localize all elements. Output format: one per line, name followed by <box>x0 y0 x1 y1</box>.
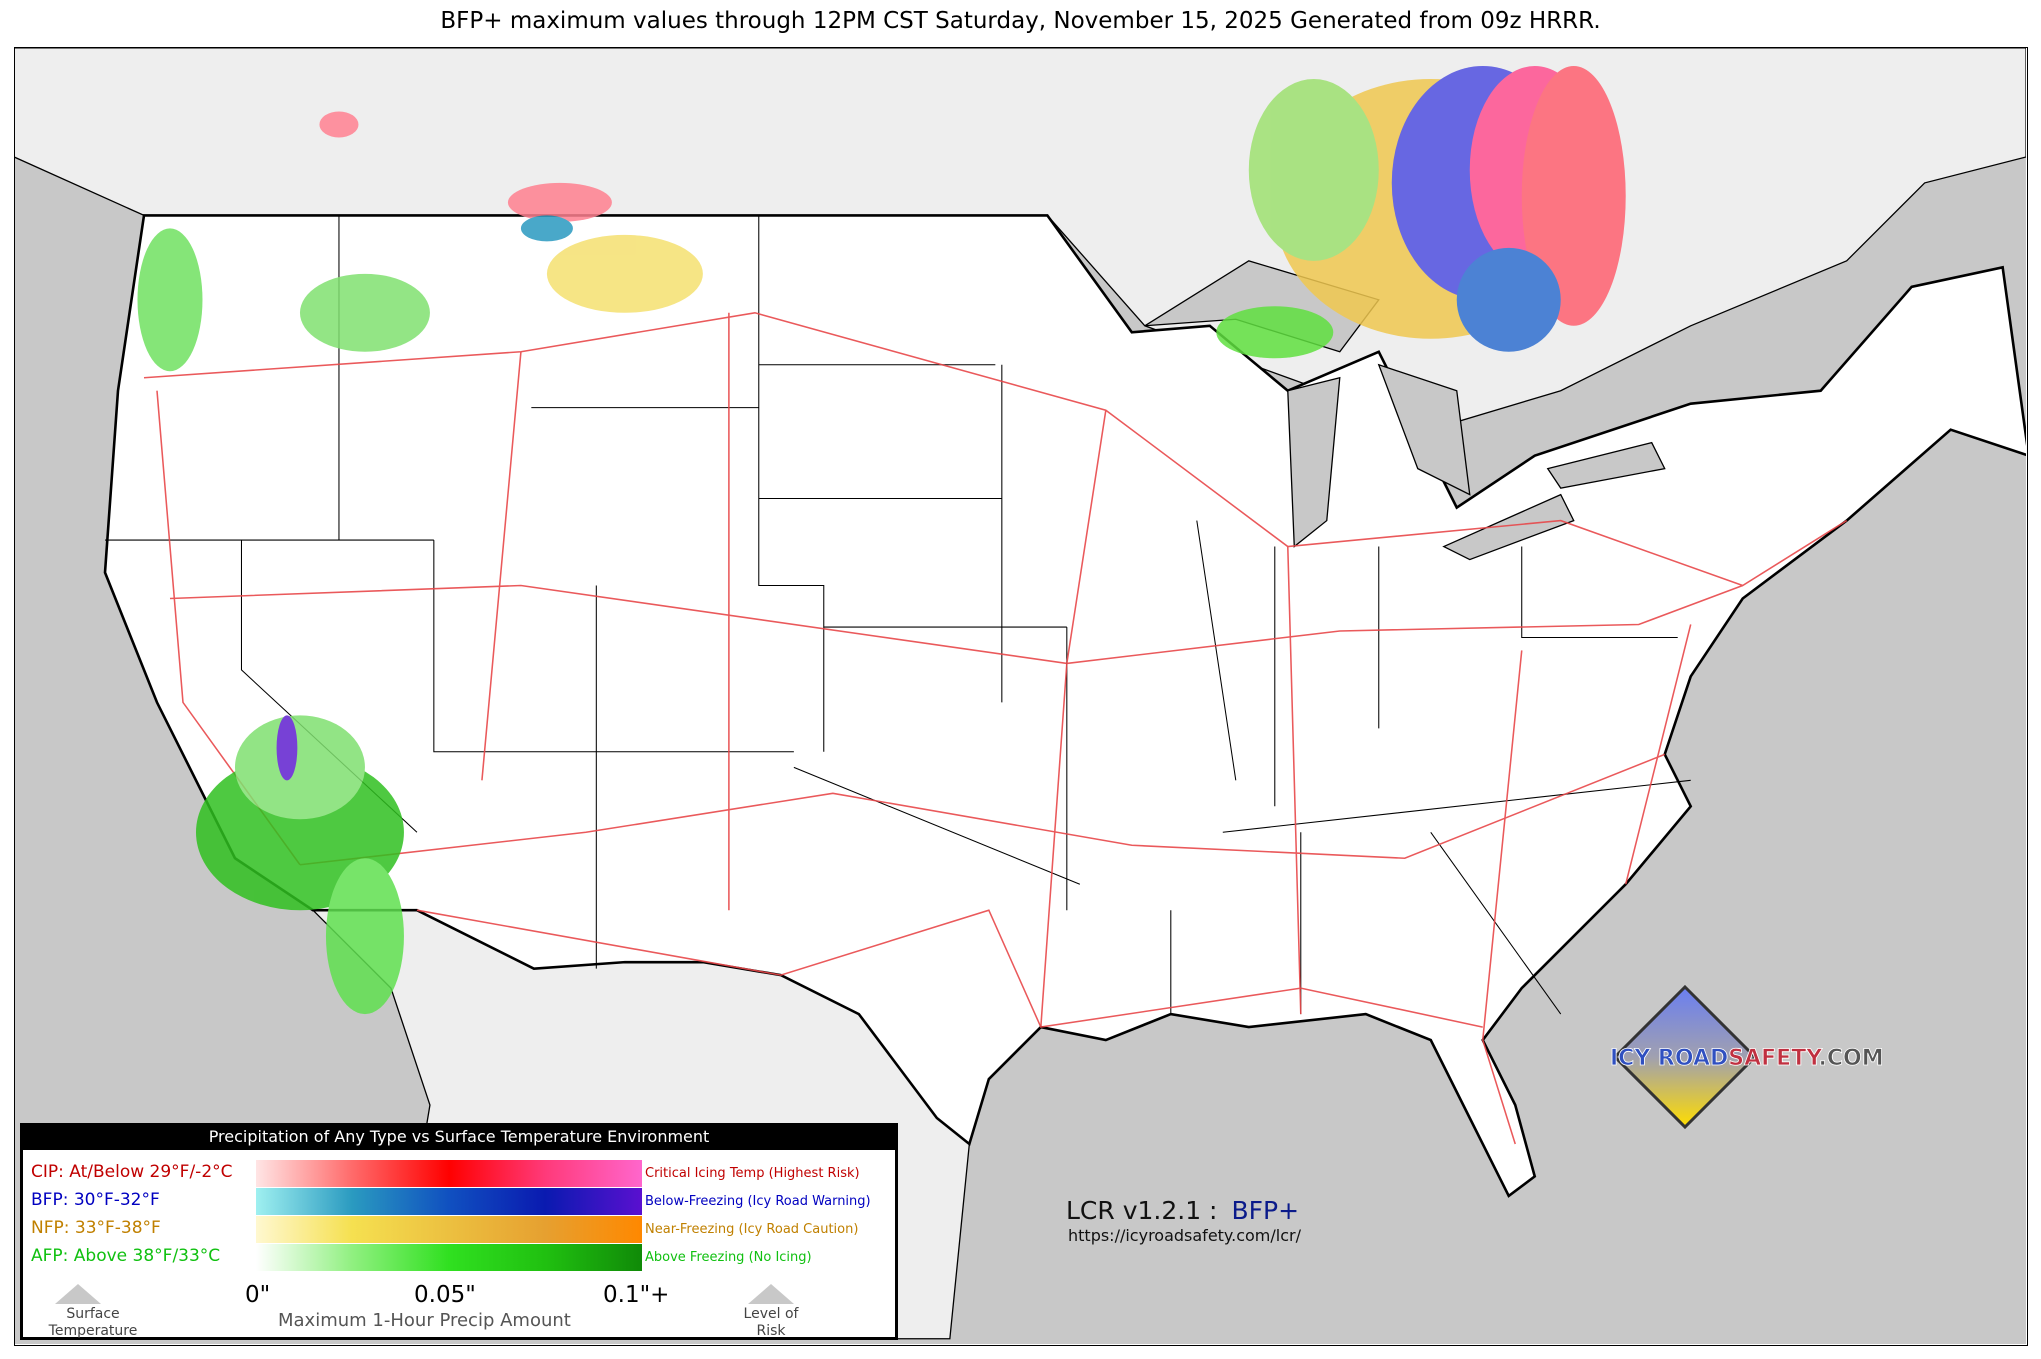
legend: Precipitation of Any Type vs Surface Tem… <box>20 1123 898 1340</box>
map-title: BFP+ maximum values through 12PM CST Sat… <box>440 8 1601 34</box>
product-url: https://icyroadsafety.com/lcr/ <box>1068 1226 1301 1245</box>
version-text: LCR v1.2.1 : <box>1066 1196 1218 1225</box>
tick-label: 0" <box>245 1282 271 1308</box>
legend-label: BFP: 30°F-32°F <box>31 1190 160 1210</box>
legend-bar-afp <box>256 1244 642 1271</box>
legend-xlabel: Maximum 1-Hour Precip Amount <box>278 1310 571 1331</box>
legend-desc: Below-Freezing (Icy Road Warning) <box>645 1194 871 1209</box>
legend-row-nfp: NFP: 33°F-38°F Near-Freezing (Icy Road C… <box>23 1216 895 1244</box>
legend-label: NFP: 33°F-38°F <box>31 1218 161 1238</box>
legend-row-cip: CIP: At/Below 29°F/-2°C Critical Icing T… <box>23 1160 895 1188</box>
legend-desc: Near-Freezing (Icy Road Caution) <box>645 1222 859 1237</box>
legend-header: Precipitation of Any Type vs Surface Tem… <box>23 1126 895 1150</box>
legend-desc: Above Freezing (No Icing) <box>645 1250 812 1265</box>
state-borders <box>105 215 1691 1015</box>
legend-label: CIP: At/Below 29°F/-2°C <box>31 1162 233 1182</box>
legend-label: AFP: Above 38°F/33°C <box>31 1246 221 1266</box>
product-name: BFP+ <box>1231 1196 1300 1225</box>
legend-row-afp: AFP: Above 38°F/33°C Above Freezing (No … <box>23 1244 895 1272</box>
precipitation-areas <box>137 66 1626 1015</box>
legend-bar-cip <box>256 1160 642 1187</box>
logo-text: ICY ROADSAFETY.COM <box>1610 1046 1884 1071</box>
tick-label: 0.1"+ <box>603 1282 670 1308</box>
legend-bar-bfp <box>256 1188 642 1215</box>
legend-row-bfp: BFP: 30°F-32°F Below-Freezing (Icy Road … <box>23 1188 895 1216</box>
icy-road-safety-logo: ICY ROADSAFETY.COM <box>1610 985 1884 1130</box>
surface-temperature-label: Surface Temperature <box>48 1306 138 1339</box>
level-of-risk-label: Level of Risk <box>743 1306 799 1339</box>
up-arrow-icon <box>748 1284 794 1304</box>
legend-desc: Critical Icing Temp (Highest Risk) <box>645 1166 860 1181</box>
product-version: LCR v1.2.1 : BFP+ <box>1066 1196 1299 1225</box>
legend-bar-nfp <box>256 1216 642 1243</box>
interstate-highways <box>143 311 1848 1145</box>
tick-label: 0.05" <box>414 1282 476 1308</box>
up-arrow-icon <box>55 1284 101 1304</box>
